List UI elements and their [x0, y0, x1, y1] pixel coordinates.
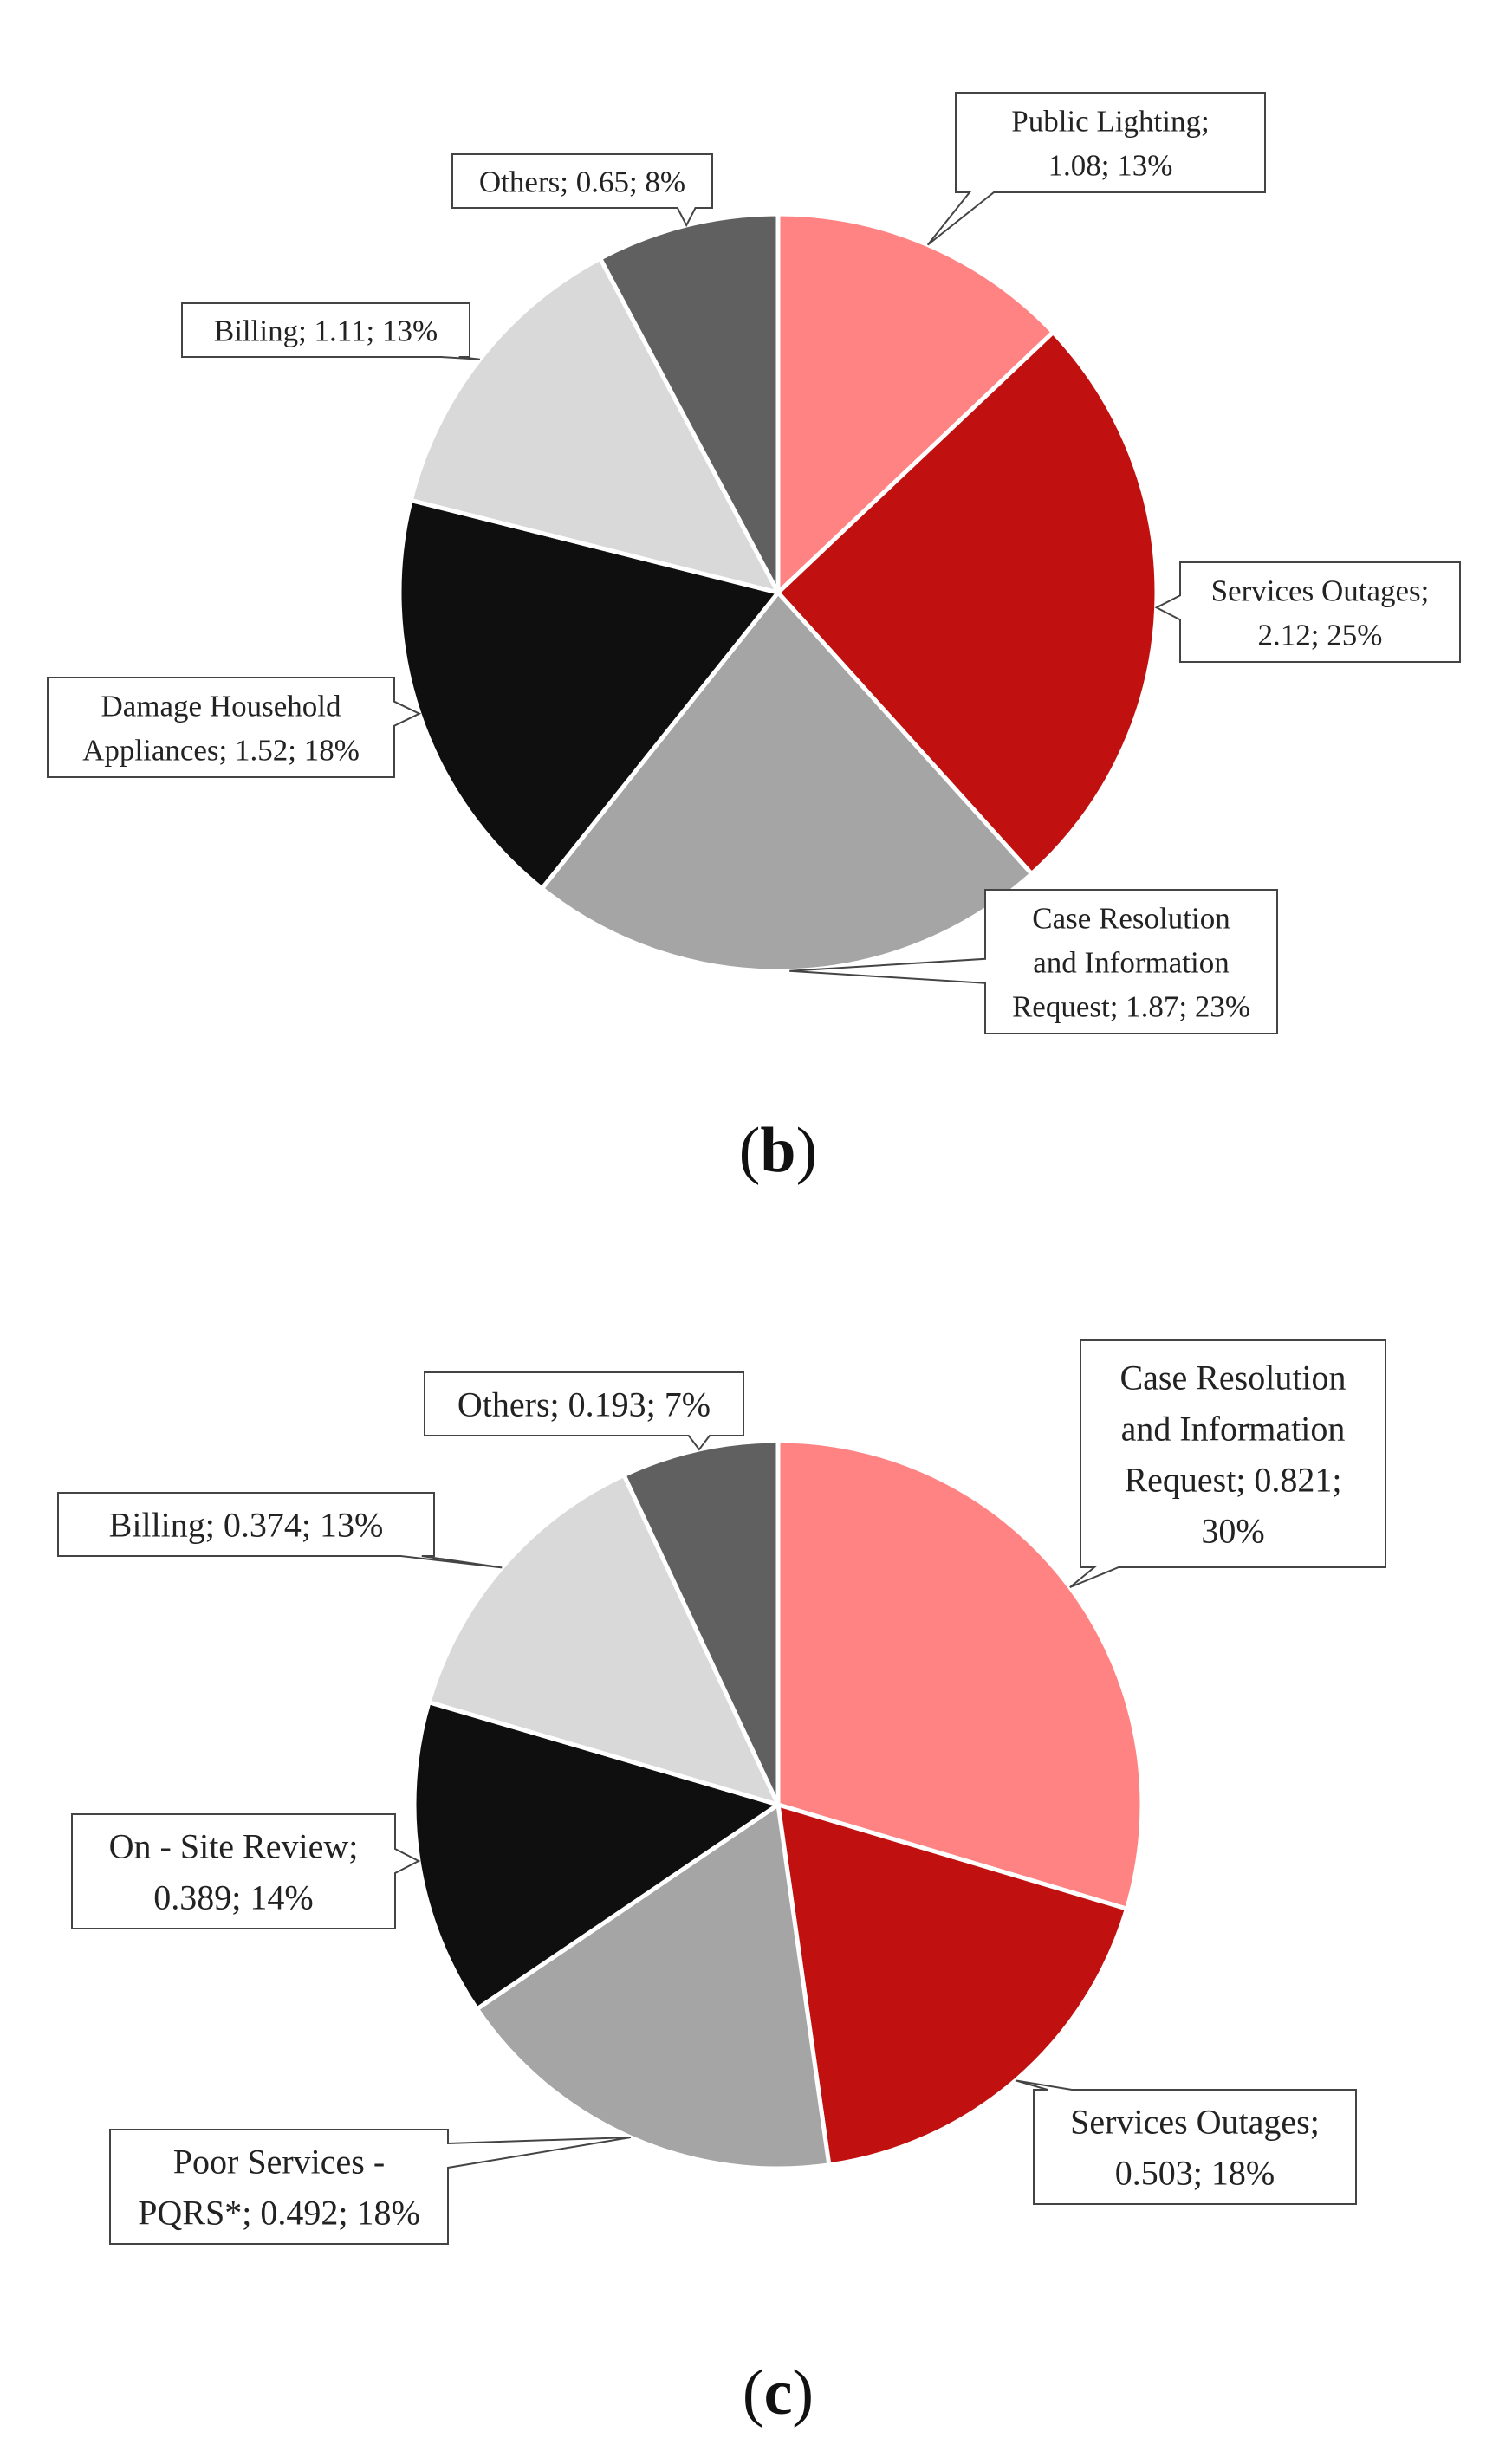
pie-chart-c: Case Resolution and Information Request; 0…	[57, 1339, 1386, 2245]
data-label-billing: Billing; 0.374; 13%	[109, 1506, 384, 1545]
panel-label-c: (c)	[743, 2357, 814, 2428]
callout-box-billing	[181, 302, 481, 360]
callout-box-billing	[57, 1492, 503, 1569]
data-label-case-resolution-and-information-request: Case Resolution and Information Request; 0…	[1119, 1358, 1346, 1551]
data-label-poor-services-pqrs: Poor Services -PQRS*; 0.492; 18%	[138, 2143, 420, 2233]
callout-box-others	[424, 1371, 744, 1451]
callout-box-others	[451, 153, 713, 228]
callout-box-services-outages	[1154, 561, 1461, 663]
pie-chart-b: Public Lighting; 1.08; 13% Services Outage…	[47, 92, 1461, 1034]
callout-box-case-resolution-and-information-request	[789, 889, 1278, 1034]
panel-label-b: (b)	[739, 1115, 817, 1186]
data-label-others: Others; 0.193; 7%	[457, 1385, 711, 1424]
data-label-case-resolution-and-information-request: Case Resolution and Information Request; 1…	[1012, 901, 1250, 1023]
callout-box-poor-services-pqrs	[109, 2129, 632, 2245]
callout-box-public-lighting	[926, 92, 1266, 246]
callout-box-case-resolution-and-information-request	[1069, 1339, 1386, 1589]
pie-slice-billing	[408, 256, 781, 595]
callout-box-services-outages	[1015, 2079, 1357, 2205]
data-label-billing: Billing; 1.11; 13%	[214, 314, 438, 347]
callout-box-on-site-review	[71, 1813, 421, 1929]
pie-slice-services-outages	[775, 1802, 1129, 2168]
pie-slice-billing	[426, 1473, 781, 1807]
data-label-on-site-review: On - Site Review; 0.389; 14%	[109, 1827, 359, 1917]
data-label-damage-household-appliances: Damage Household Appliances; 1.52; 18%	[82, 689, 360, 767]
callout-box-damage-household-appliances	[47, 677, 422, 778]
data-label-others: Others; 0.65; 8%	[479, 165, 685, 198]
data-label-services-outages: Services Outages; 0.503; 18%	[1070, 2103, 1320, 2193]
data-label-services-outages: Services Outages; 2.12; 25%	[1211, 574, 1430, 652]
data-label-public-lighting: Public Lighting; 1.08; 13%	[1011, 104, 1209, 182]
